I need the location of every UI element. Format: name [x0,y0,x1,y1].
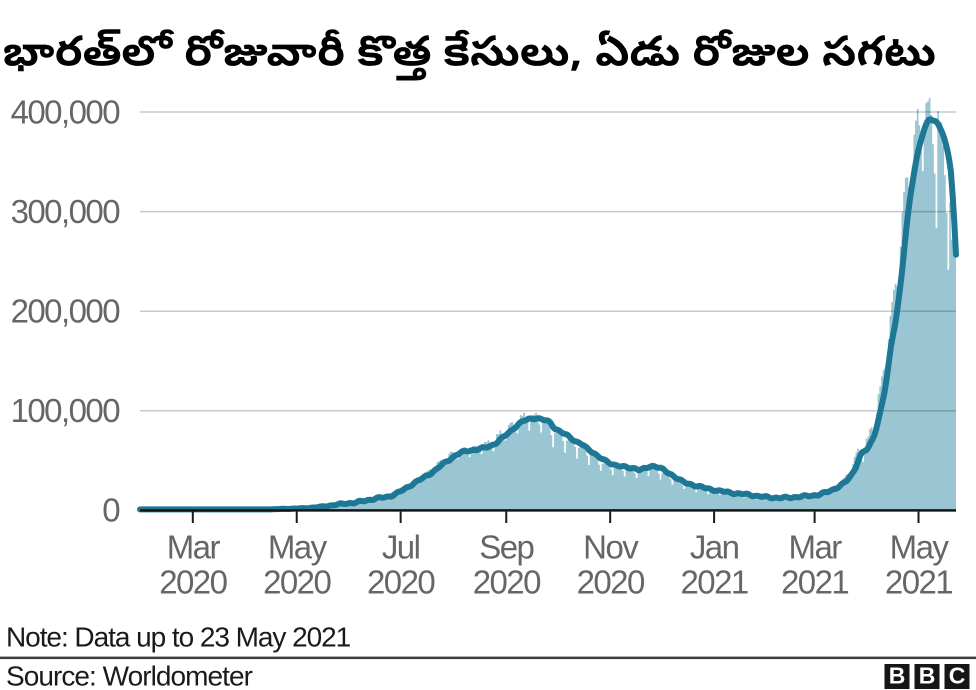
svg-text:2020: 2020 [577,564,645,601]
svg-text:Mar: Mar [167,529,221,566]
svg-text:May: May [890,529,950,566]
svg-text:2021: 2021 [781,564,848,601]
svg-text:300,000: 300,000 [11,193,121,230]
svg-text:Mar: Mar [789,529,843,566]
svg-text:Jul: Jul [382,529,420,566]
svg-text:0: 0 [102,492,120,529]
svg-text:400,000: 400,000 [11,93,121,130]
svg-text:Sep: Sep [479,529,533,566]
svg-text:B: B [889,663,906,689]
svg-text:Nov: Nov [583,529,639,566]
svg-text:Source: Worldometer: Source: Worldometer [6,661,253,690]
svg-text:C: C [949,663,966,689]
svg-text:Jan: Jan [690,529,739,566]
svg-text:2020: 2020 [473,564,541,601]
svg-text:2020: 2020 [367,564,435,601]
svg-text:2021: 2021 [680,564,747,601]
svg-text:2020: 2020 [263,564,331,601]
svg-text:B: B [919,663,936,689]
svg-text:2021: 2021 [885,564,952,601]
svg-text:200,000: 200,000 [11,293,121,330]
svg-text:Note: Data up to 23 May 2021: Note: Data up to 23 May 2021 [6,622,351,653]
svg-text:May: May [268,529,328,566]
svg-text:100,000: 100,000 [11,392,121,429]
svg-text:2020: 2020 [159,564,227,601]
